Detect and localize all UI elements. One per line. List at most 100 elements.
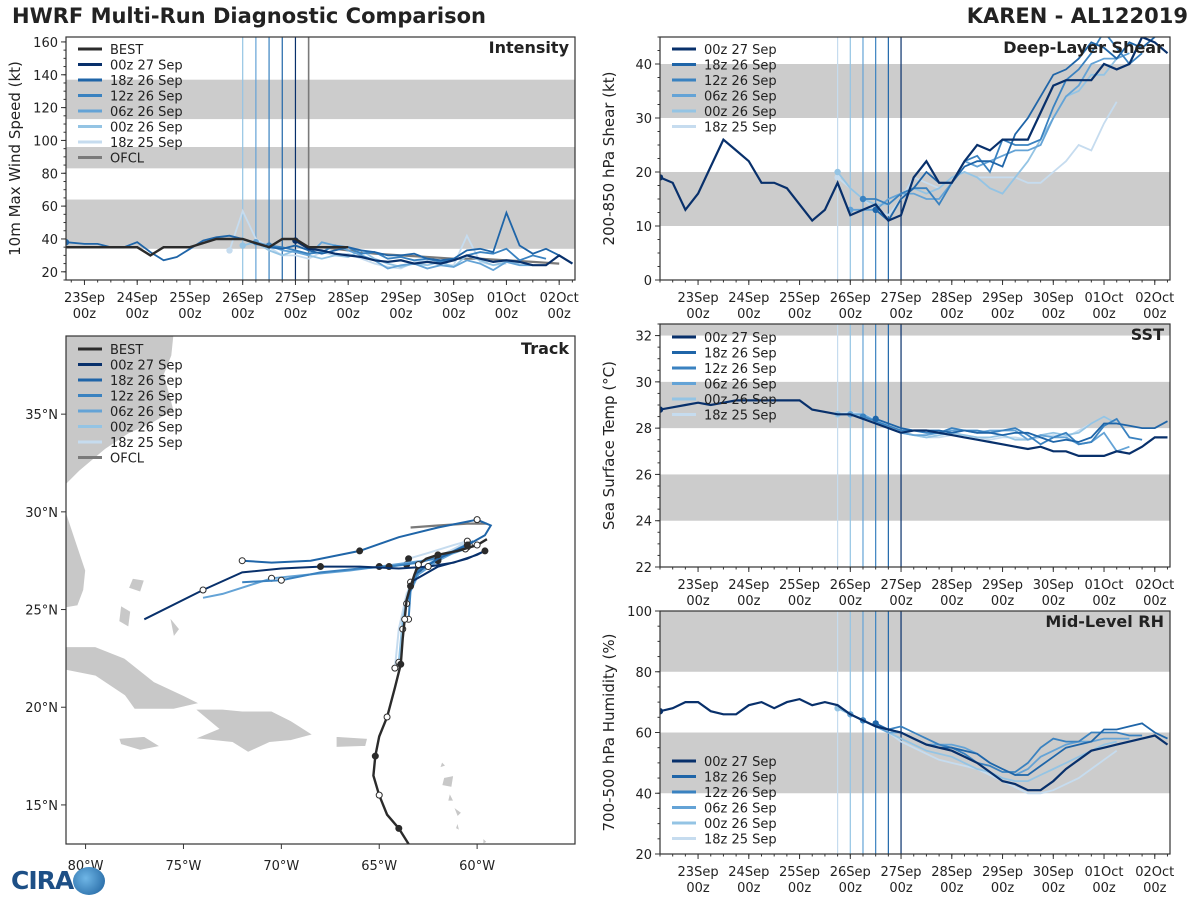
x-tick-sublabel: 00z (686, 881, 710, 896)
init-marker (660, 174, 664, 181)
x-tick-sublabel: 00z (495, 307, 519, 322)
track-point (473, 516, 481, 524)
init-marker (872, 206, 879, 213)
x-tick-label: 23Sep (678, 578, 719, 593)
x-tick-sublabel: 00z (1042, 881, 1066, 896)
best-track-point (395, 824, 403, 832)
x-tick-sublabel: 00z (1042, 594, 1066, 609)
x-tick-sublabel: 00z (1092, 881, 1116, 896)
series-group (660, 399, 1168, 457)
track-point (317, 563, 324, 571)
x-tick-sublabel: 00z (178, 307, 202, 322)
panel-title: Mid-Level RH (1045, 612, 1164, 631)
x-tick-label: 01Oct (1085, 865, 1124, 880)
x-tick-label: 29Sep (380, 291, 421, 306)
legend-label: 18z 26 Sep (110, 74, 183, 89)
init-marker (226, 247, 233, 254)
series-line (66, 210, 573, 265)
y-axis-label: 10m Max Wind Speed (kt) (6, 61, 24, 256)
y-axis-label: 200-850 hPa Shear (kt) (600, 72, 618, 246)
x-tick-sublabel: 00z (1143, 594, 1167, 609)
x-tick-sublabel: 00z (788, 307, 812, 322)
y-tick-label: 80 (41, 167, 58, 182)
x-tick-label: 28Sep (328, 291, 369, 306)
legend-label: OFCL (110, 152, 145, 167)
shaded-band (660, 324, 1170, 336)
x-tick-label: 23Sep (64, 291, 105, 306)
legend-label: 06z 26 Sep (110, 405, 183, 420)
series-line (836, 58, 1118, 206)
legend-label: 00z 26 Sep (704, 393, 777, 408)
init-marker (660, 708, 664, 715)
x-tick-label: 26Sep (830, 865, 871, 880)
x-tick-label: 28Sep (931, 291, 972, 306)
land-mass (452, 805, 463, 818)
legend-label: 06z 26 Sep (704, 90, 777, 105)
series-line (660, 697, 1169, 792)
x-tick-label: 26Sep (830, 578, 871, 593)
land-mass (118, 604, 132, 628)
y-tick-label: 26 (635, 468, 652, 483)
x-tick-label: 27Sep (275, 291, 316, 306)
y-axis-label: 700-500 hPa Humidity (%) (600, 633, 618, 831)
shaded-band (66, 147, 575, 169)
x-tick-label: 26Sep (222, 291, 263, 306)
storm-title: KAREN - AL122019 (966, 4, 1188, 28)
legend-label: 00z 26 Sep (704, 817, 777, 832)
y-tick-label: 60 (635, 727, 652, 742)
series-line (294, 239, 573, 267)
series-line (660, 37, 1169, 223)
legend-label: 18z 25 Sep (704, 833, 777, 848)
x-tick-label: 25Sep (779, 865, 820, 880)
track-point (424, 563, 432, 571)
legend-label: BEST (110, 43, 143, 58)
legend-label: 18z 25 Sep (110, 436, 183, 451)
x-tick-sublabel: 00z (889, 307, 913, 322)
init-marker (859, 195, 867, 203)
x-tick-sublabel: 00z (284, 307, 308, 322)
legend-label: 18z 26 Sep (110, 374, 183, 389)
y-tick-label: 24 (635, 515, 652, 530)
x-tick-sublabel: 00z (737, 307, 761, 322)
y-tick-label: 30 (635, 376, 652, 391)
track-point (199, 586, 207, 594)
legend-label: 06z 26 Sep (704, 802, 777, 817)
x-tick-sublabel: 00z (940, 307, 964, 322)
x-tick-sublabel: 00z (389, 307, 413, 322)
panel-title: Intensity (489, 38, 570, 57)
legend-label: 18z 25 Sep (704, 121, 777, 136)
series-line (875, 37, 1156, 222)
x-tick-sublabel: 00z (1143, 307, 1167, 322)
land-mass (441, 775, 455, 788)
best-line (66, 237, 349, 257)
x-tick-sublabel: 00z (940, 594, 964, 609)
legend-label: OFCL (110, 452, 145, 467)
x-tick-label: 29Sep (982, 578, 1023, 593)
y-axis-label: Sea Surface Temp (°C) (600, 361, 618, 530)
x-tick-label: 24Sep (117, 291, 158, 306)
x-tick-label: 28Sep (931, 865, 972, 880)
shaded-band (660, 611, 1170, 672)
x-tick-label: 24Sep (728, 865, 769, 880)
y-tick-label: 20 (635, 848, 652, 863)
series-line (228, 208, 507, 270)
x-tick-sublabel: 00z (1092, 594, 1116, 609)
x-tick-label: 02Oct (540, 291, 579, 306)
panel-title: SST (1131, 325, 1164, 344)
land-mass (169, 617, 181, 638)
y-tick-label: 30°N (25, 506, 58, 521)
init-marker (239, 242, 246, 249)
best-track-point (434, 551, 442, 559)
track-point (481, 547, 489, 555)
y-tick-label: 120 (33, 102, 58, 117)
panel-title: Deep-Layer Shear (1003, 38, 1164, 57)
legend-label: 00z 27 Sep (110, 59, 183, 74)
y-tick-label: 40 (635, 787, 652, 802)
shaded-band (660, 381, 1170, 429)
legend-label: 00z 26 Sep (704, 105, 777, 120)
panel-track: 80°W75°W70°W65°W60°W15°N20°N25°N30°N35°N… (25, 335, 576, 874)
land-mass (482, 837, 488, 844)
panel-title: Track (521, 339, 569, 358)
